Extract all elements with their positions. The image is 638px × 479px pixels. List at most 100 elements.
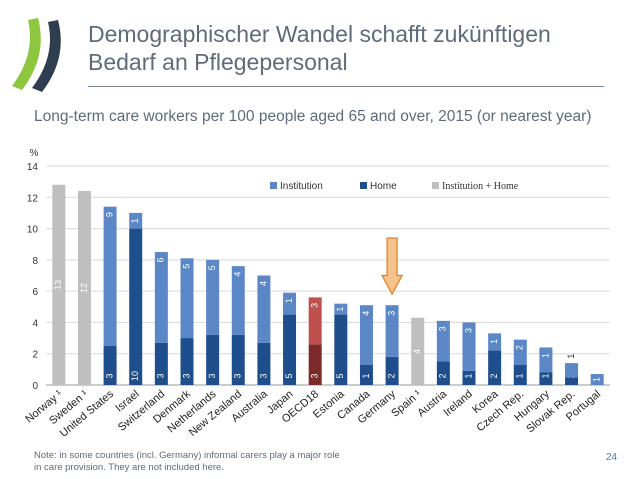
legend-swatch-combined bbox=[432, 182, 439, 189]
y-tick-label: 8 bbox=[32, 256, 38, 267]
footnote: Note: in some countries (incl. Germany) … bbox=[34, 450, 404, 474]
data-label-institution: 4 bbox=[361, 311, 371, 316]
bar-home bbox=[103, 345, 117, 385]
data-label-institution: 3 bbox=[310, 303, 320, 308]
x-tick-label: Ireland bbox=[441, 388, 474, 419]
bar-home bbox=[565, 377, 579, 385]
chart-subtitle: Long-term care workers per 100 people ag… bbox=[34, 108, 592, 125]
data-label-institution: 2 bbox=[515, 345, 525, 350]
legend-label-institution: Institution bbox=[280, 181, 323, 192]
bar-institution bbox=[103, 206, 117, 346]
data-label-home: 5 bbox=[284, 373, 294, 378]
oecd-logo-icon bbox=[12, 18, 61, 92]
data-label-institution: 3 bbox=[438, 326, 448, 331]
data-label-home: 3 bbox=[181, 373, 191, 378]
legend-swatch-institution bbox=[270, 182, 277, 189]
y-tick-label: 10 bbox=[27, 225, 39, 236]
bar-home bbox=[257, 342, 271, 385]
y-axis-label: % bbox=[30, 148, 39, 159]
bar-institution bbox=[257, 275, 271, 343]
data-label-institution: 3 bbox=[386, 311, 396, 316]
data-label-combined: 4 bbox=[412, 349, 422, 354]
bar-institution bbox=[154, 252, 168, 343]
bar-institution bbox=[206, 259, 220, 335]
data-label-combined: 12 bbox=[79, 283, 89, 293]
data-label-institution: 1 bbox=[130, 218, 140, 223]
title-line-1: Demographischer Wandel schafft zukünftig… bbox=[88, 21, 551, 47]
data-label-home: 2 bbox=[489, 373, 499, 378]
data-label-home: 2 bbox=[386, 373, 396, 378]
data-label-institution: 3 bbox=[463, 328, 473, 333]
bar-home bbox=[488, 350, 502, 385]
bar-combined bbox=[52, 184, 66, 385]
title-divider bbox=[88, 86, 604, 87]
data-label-institution: 1 bbox=[284, 298, 294, 303]
data-label-home: 3 bbox=[233, 373, 243, 378]
bar-institution bbox=[283, 292, 297, 315]
data-label-home: 5 bbox=[335, 373, 345, 378]
data-label-institution: 1 bbox=[335, 307, 345, 312]
bar-home bbox=[308, 344, 322, 385]
y-tick-label: 6 bbox=[32, 287, 38, 298]
data-label-home: 1 bbox=[463, 373, 473, 378]
legend-swatch-home bbox=[360, 182, 367, 189]
footnote-line-1: Note: in some countries (incl. Germany) … bbox=[34, 450, 340, 461]
bar-institution bbox=[385, 305, 399, 357]
bar-institution bbox=[129, 212, 143, 229]
title-line-2: Bedarf an Pflegepersonal bbox=[88, 49, 348, 75]
data-label-home: 10 bbox=[130, 371, 140, 381]
bar-home bbox=[513, 364, 527, 385]
bar-institution bbox=[488, 333, 502, 351]
bar-home bbox=[539, 372, 553, 385]
data-label-institution: 6 bbox=[156, 258, 166, 263]
data-label-combined: 13 bbox=[53, 280, 63, 290]
data-label-institution: 1 bbox=[592, 377, 602, 382]
legend-label-home: Home bbox=[370, 181, 397, 192]
data-label-institution: 1 bbox=[489, 339, 499, 344]
data-label-home: 3 bbox=[207, 373, 217, 378]
bar-combined bbox=[77, 191, 91, 385]
bar-institution bbox=[359, 305, 373, 365]
bar-institution bbox=[539, 347, 553, 373]
bar-home bbox=[436, 361, 450, 385]
bar-home bbox=[462, 370, 476, 385]
data-label-home: 3 bbox=[104, 373, 114, 378]
legend-label-combined: Institution + Home bbox=[442, 181, 519, 192]
y-tick-label: 0 bbox=[32, 381, 38, 392]
bar-home bbox=[334, 314, 348, 385]
data-label-home: 3 bbox=[258, 373, 268, 378]
data-label-institution: 5 bbox=[207, 265, 217, 270]
bar-home bbox=[359, 364, 373, 385]
data-label-home: 3 bbox=[310, 373, 320, 378]
bar-institution bbox=[308, 297, 322, 345]
data-label-home: 3 bbox=[156, 373, 166, 378]
bar-home bbox=[385, 356, 399, 385]
bar-institution bbox=[334, 303, 348, 315]
bar-combined bbox=[411, 317, 425, 385]
data-label-home: 1 bbox=[515, 373, 525, 378]
bar-home bbox=[129, 228, 143, 385]
bar-institution bbox=[513, 339, 527, 365]
data-label-institution: 4 bbox=[258, 281, 268, 286]
bar-institution bbox=[180, 258, 194, 339]
data-label-institution: 5 bbox=[181, 264, 191, 269]
highlight-arrow-icon bbox=[381, 237, 404, 296]
page-number: 24 bbox=[606, 452, 618, 463]
data-label-institution: 1 bbox=[566, 354, 576, 359]
y-tick-label: 2 bbox=[32, 350, 38, 361]
bar-institution bbox=[231, 266, 245, 335]
bar-home bbox=[283, 314, 297, 385]
data-label-home: 1 bbox=[540, 373, 550, 378]
bar-home bbox=[154, 342, 168, 385]
bar-institution bbox=[436, 320, 450, 362]
y-tick-label: 12 bbox=[27, 193, 39, 204]
data-label-institution: 9 bbox=[104, 212, 114, 217]
bar-institution bbox=[462, 322, 476, 371]
y-tick-label: 4 bbox=[32, 318, 38, 329]
footnote-line-2: in care provision. They are not included… bbox=[34, 462, 224, 473]
bar-institution bbox=[590, 374, 604, 385]
y-tick-label: 14 bbox=[27, 162, 39, 173]
data-label-institution: 4 bbox=[233, 272, 243, 277]
bar-home bbox=[180, 338, 194, 385]
